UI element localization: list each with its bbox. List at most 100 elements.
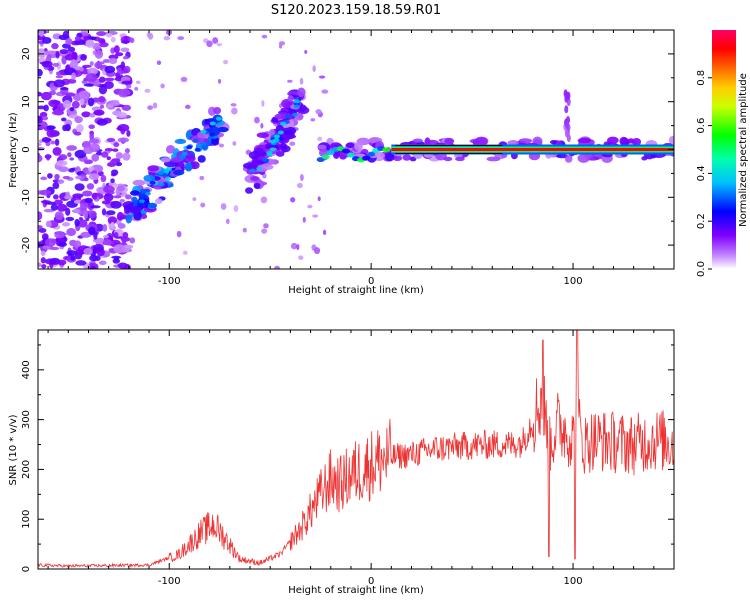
trace-blob — [213, 106, 222, 115]
carrier-halo — [345, 142, 355, 149]
noise-blob — [49, 246, 60, 251]
spectrogram-x-ticks: -100 0 100 — [47, 30, 675, 287]
carrier-fragment — [362, 155, 371, 161]
noise-blob — [39, 111, 48, 118]
trace-core — [144, 191, 151, 196]
noise-blob — [120, 47, 130, 52]
noise-blob — [218, 143, 224, 148]
noise-blob — [212, 37, 219, 44]
trace-blob — [296, 106, 310, 115]
noise-blob — [90, 266, 97, 269]
noise-blob — [82, 190, 93, 197]
noise-blob — [54, 173, 60, 180]
noise-blob — [40, 176, 48, 181]
noise-blob — [116, 112, 128, 119]
trace-blob — [160, 157, 171, 163]
trace-blob — [143, 174, 156, 182]
noise-blob — [254, 116, 260, 124]
noise-blob — [120, 61, 126, 71]
trace-blob — [131, 196, 138, 203]
spectrogram-y-tick-label: -20 — [21, 237, 32, 253]
trace-core — [158, 182, 165, 187]
spectrogram-y-tick-label: 20 — [21, 48, 32, 61]
trace-core — [186, 145, 193, 150]
noise-blob — [117, 262, 128, 269]
noise-blob — [99, 42, 109, 48]
trace-core — [192, 138, 199, 143]
noise-blob — [102, 223, 108, 232]
noise-blob — [199, 175, 205, 181]
carrier-halo — [577, 137, 592, 144]
noise-blob — [66, 250, 78, 256]
noise-blob — [122, 55, 129, 60]
carrier-halo — [549, 140, 558, 145]
trace-core — [293, 99, 300, 104]
noise-blob — [115, 152, 123, 159]
noise-blob — [78, 217, 83, 221]
noise-blob — [38, 91, 43, 97]
trace-core — [138, 199, 145, 204]
colorbar-label: Normalized spectral amplitude — [738, 73, 749, 227]
trace-core — [284, 114, 291, 119]
carrier-halo — [455, 156, 465, 162]
noise-blob — [65, 37, 73, 45]
noise-blob — [192, 197, 197, 202]
noise-blob — [38, 30, 45, 37]
trace-core — [273, 134, 280, 139]
noise-blob — [98, 76, 106, 83]
noise-blob — [112, 148, 119, 152]
figure-title: S120.2023.159.18.59.R01 — [271, 3, 441, 18]
noise-blob — [44, 50, 56, 55]
noise-blob — [38, 227, 47, 233]
trace-blob — [282, 126, 297, 136]
noise-blob — [110, 178, 115, 184]
noise-blob — [58, 241, 67, 247]
snr-line — [38, 330, 674, 569]
noise-blob — [65, 191, 71, 199]
trace-core — [163, 169, 170, 174]
noise-blob — [80, 231, 92, 238]
trace-core — [293, 104, 300, 109]
noise-blob — [98, 85, 108, 95]
noise-blob — [261, 100, 265, 107]
noise-blob — [67, 152, 72, 158]
noise-blob — [105, 210, 116, 216]
noise-blob — [40, 91, 52, 101]
noise-blob — [117, 223, 126, 229]
noise-blob — [113, 45, 120, 54]
trace-blob — [256, 132, 269, 138]
colorbar-ticks: 0.0 0.2 0.4 0.6 0.8 — [696, 70, 712, 277]
noise-blob — [117, 185, 125, 192]
noise-blob — [184, 104, 191, 110]
noise-blob — [74, 35, 81, 42]
noise-blob — [45, 125, 56, 130]
noise-blob — [88, 143, 101, 153]
spectrogram-y-tick-label: 0 — [21, 146, 32, 152]
noise-blob — [242, 227, 247, 233]
noise-blob — [52, 62, 60, 67]
trace-blob — [250, 176, 260, 181]
noise-blob — [51, 43, 59, 50]
colorbar: 0.0 0.2 0.4 0.6 0.8 Normalized spectral ampl… — [696, 30, 749, 277]
trace-core — [261, 157, 268, 162]
noise-blob — [156, 60, 162, 66]
noise-blob — [115, 52, 124, 57]
spectrogram-x-tick-label: 0 — [368, 276, 374, 287]
trace-core — [256, 166, 263, 171]
noise-blob — [104, 65, 116, 74]
noise-blob — [122, 231, 129, 239]
noise-blob — [47, 173, 53, 179]
noise-blob — [296, 182, 303, 189]
noise-blob — [67, 78, 77, 84]
snr-x-tick-label: 0 — [368, 576, 374, 587]
noise-blob — [92, 111, 103, 116]
noise-blob — [101, 151, 109, 158]
noise-blob — [103, 193, 114, 202]
noise-blob — [59, 49, 69, 55]
noise-blob — [38, 115, 43, 124]
noise-blob — [44, 238, 56, 247]
noise-blob — [278, 43, 283, 49]
noise-blob — [182, 250, 188, 255]
snr-y-tick-label: 100 — [21, 510, 32, 529]
noise-blob — [42, 37, 52, 44]
